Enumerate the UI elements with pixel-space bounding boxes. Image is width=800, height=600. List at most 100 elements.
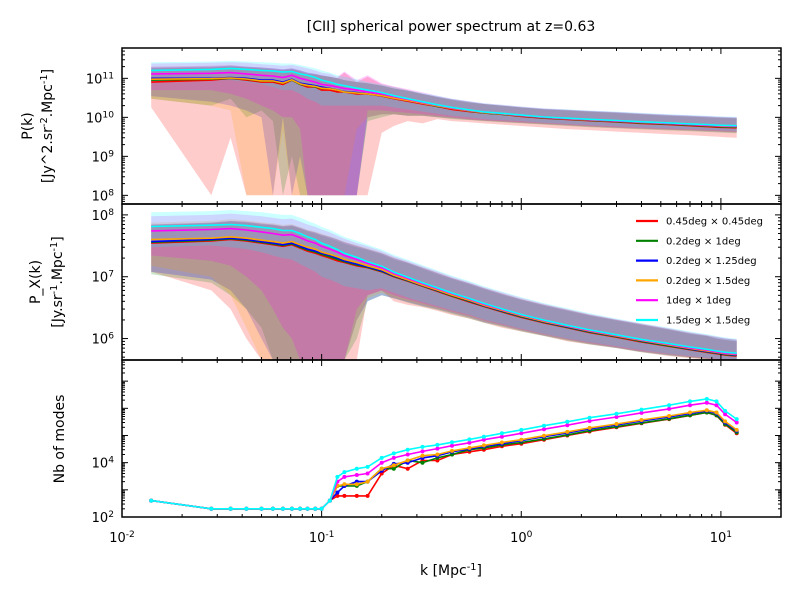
modes-point xyxy=(734,417,739,422)
auto-power-bands xyxy=(151,60,737,196)
modes-point xyxy=(499,440,504,445)
y-tick-label: 106 xyxy=(92,332,115,348)
modes-point xyxy=(688,403,692,408)
cross-power-panel: 106 107 108 P_X(k) [Jy.sr-1.Mpc-1] 0.45deg… xyxy=(28,203,782,361)
modes-point xyxy=(259,506,264,511)
modes-point xyxy=(342,482,347,487)
auto-power-ylabel-units: [Jy^2.sr-2.Mpc-1] xyxy=(39,69,57,183)
y-tick-label: 109 xyxy=(92,149,115,165)
modes-point xyxy=(723,412,728,417)
modes-point xyxy=(614,411,619,416)
modes-point xyxy=(342,470,347,475)
modes-point xyxy=(481,437,486,442)
modes-point xyxy=(614,422,619,426)
modes-point xyxy=(519,427,524,432)
modes-point xyxy=(565,423,570,428)
modes-point xyxy=(379,455,384,460)
modes-point xyxy=(499,431,504,436)
modes-point xyxy=(450,448,454,453)
modes-point xyxy=(391,466,396,471)
modes-point xyxy=(405,452,410,457)
modes-point xyxy=(714,403,719,408)
modes-point xyxy=(667,403,672,408)
y-tick-label: 102 xyxy=(92,510,114,526)
cross-power-lines xyxy=(151,223,737,357)
modes-point xyxy=(354,493,359,498)
modes-point xyxy=(365,479,370,484)
modes-point xyxy=(405,466,410,471)
y-tick-label: 107 xyxy=(92,270,115,286)
modes-point xyxy=(587,415,592,420)
modes-point xyxy=(365,471,370,476)
y-tick-label: 108 xyxy=(92,208,115,224)
modes-ylabel: Nb of modes xyxy=(52,395,68,484)
legend-label: 0.2deg × 1deg xyxy=(666,236,741,247)
cross-power-bands xyxy=(151,210,737,360)
modes-point xyxy=(639,418,644,422)
modes-point xyxy=(614,415,619,419)
modes-point xyxy=(639,410,644,415)
x-axis: 10-2 10-1 100 101 xyxy=(109,530,732,546)
modes-point xyxy=(542,427,546,432)
modes-point xyxy=(391,455,396,460)
auto-power-spectrum-band-1deg-1deg xyxy=(151,62,737,196)
modes-point xyxy=(354,466,359,471)
modes-ticks: 102 104 xyxy=(92,359,782,526)
modes-point xyxy=(481,434,486,439)
modes-point xyxy=(365,493,370,498)
y-tick-label: 1011 xyxy=(86,71,114,87)
modes-point xyxy=(519,437,524,442)
modes-point xyxy=(481,443,486,448)
cross-power-ylabel-units: [Jy.sr-1.Mpc-1] xyxy=(49,236,67,328)
modes-lines xyxy=(149,397,739,511)
modes-point xyxy=(723,408,728,413)
auto-power-spectrum-band-1-5deg-1-5deg xyxy=(151,60,737,131)
modes-point xyxy=(667,414,672,418)
legend-label: 1deg × 1deg xyxy=(666,296,731,307)
x-tick-label: 10-2 xyxy=(109,530,135,546)
auto-power-lines xyxy=(151,67,737,129)
modes-point xyxy=(734,427,739,432)
modes-point xyxy=(565,419,570,424)
modes-point xyxy=(209,506,214,511)
y-tick-label: 1010 xyxy=(86,110,114,126)
modes-point xyxy=(420,453,425,458)
modes-point xyxy=(734,420,739,425)
modes-panel: 102 104 Nb of modes xyxy=(52,359,782,526)
modes-point xyxy=(435,452,440,457)
modes-point xyxy=(244,506,249,511)
modes-point xyxy=(450,443,454,448)
modes-point xyxy=(298,506,303,511)
cross-power-spectrum-band-1deg-1deg xyxy=(151,213,737,360)
modes-point xyxy=(354,473,359,477)
modes-point xyxy=(714,399,719,404)
modes-point xyxy=(542,433,546,438)
auto-power-spectrum-band-0-2deg-1-25deg xyxy=(151,65,737,196)
modes-point xyxy=(714,410,719,415)
modes-frame xyxy=(121,359,782,518)
auto-power-panel: 108 109 1010 1011 P(k) [Jy^2.sr-2.Mpc-1] xyxy=(20,47,782,205)
modes-point xyxy=(519,431,524,436)
modes-point xyxy=(639,407,644,412)
modes-point xyxy=(335,474,340,479)
modes-point xyxy=(688,410,692,415)
cross-power-spectrum-line-1-5deg-1-5deg xyxy=(151,223,737,354)
modes-point xyxy=(319,506,324,511)
modes-point xyxy=(228,506,233,511)
modes-point xyxy=(270,506,275,511)
modes-point xyxy=(379,460,384,465)
modes-point xyxy=(587,419,592,423)
modes-point xyxy=(335,493,340,498)
modes-point xyxy=(391,463,396,468)
modes-point xyxy=(587,425,592,430)
legend-label: 1.5deg × 1.5deg xyxy=(666,316,750,327)
modes-point xyxy=(499,434,504,439)
modes-point xyxy=(365,464,370,469)
legend-label: 0.45deg × 0.45deg xyxy=(666,217,763,228)
x-tick-label: 101 xyxy=(710,530,732,546)
modes-point xyxy=(723,419,728,424)
modes-point xyxy=(667,406,672,411)
modes-point xyxy=(405,447,410,452)
legend: 0.45deg × 0.45deg 0.2deg × 1deg 0.2deg × 1… xyxy=(636,217,763,327)
